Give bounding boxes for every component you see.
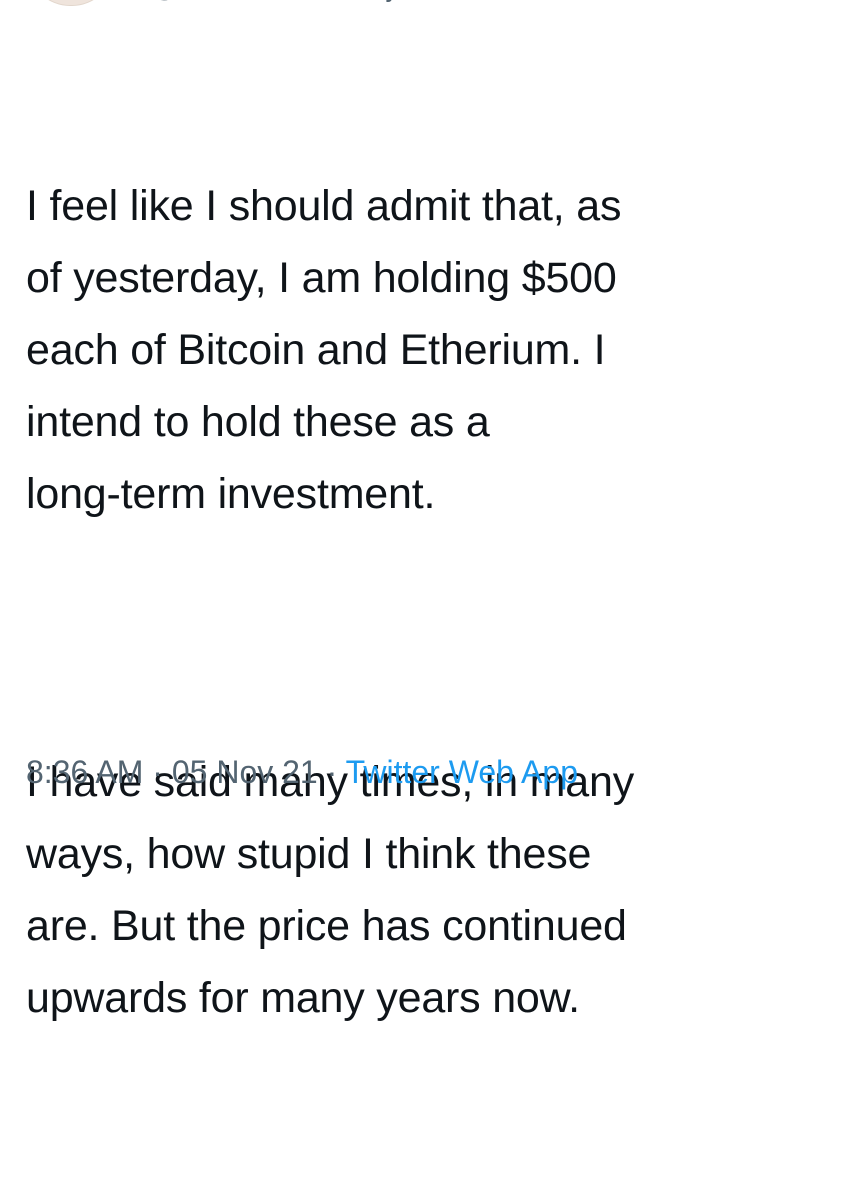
tweet-date[interactable]: 05 Nov 21 bbox=[171, 754, 318, 790]
tweet-header: @DickSutDickSutj bbox=[0, 0, 856, 8]
meta-separator: · bbox=[317, 754, 346, 790]
tweet-meta: 8:36 AM · 05 Nov 21 · Twitter Web App bbox=[26, 752, 578, 792]
avatar[interactable] bbox=[28, 0, 114, 6]
tweet-paragraph-1: I feel like I should admit that, as of y… bbox=[26, 182, 622, 518]
tweet-source-link[interactable]: Twitter Web App bbox=[345, 754, 578, 790]
tweet-text: I feel like I should admit that, as of y… bbox=[26, 26, 836, 1178]
meta-separator: · bbox=[143, 754, 172, 790]
tweet-time[interactable]: 8:36 AM bbox=[26, 754, 144, 790]
user-handle[interactable]: @DickSutDickSutj bbox=[150, 0, 394, 4]
tweet: @DickSutDickSutj I feel like I should ad… bbox=[0, 0, 856, 1022]
